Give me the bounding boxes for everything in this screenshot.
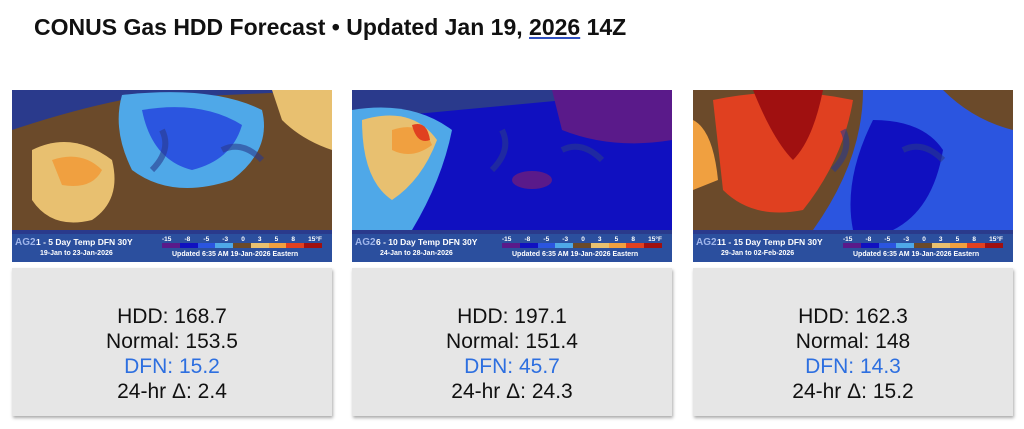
legend-tick: 0: [922, 236, 926, 243]
legend-tick: 15°F: [308, 236, 322, 243]
hdd-summary-box: HDD: 168.7 Normal: 153.5 DFN: 15.2 24-hr…: [12, 268, 332, 416]
legend-swatch: [949, 243, 968, 248]
legend-swatch: [215, 243, 234, 248]
hdd-summary-box: HDD: 197.1 Normal: 151.4 DFN: 45.7 24-hr…: [352, 268, 672, 416]
legend-tick: 3: [257, 236, 262, 243]
legend-swatch: [197, 243, 216, 248]
legend-swatch: [162, 243, 180, 248]
forecast-panel: AG2 1 - 5 Day Temp DFN 30Y 19-Jan to 23-…: [12, 90, 332, 416]
map-caption: AG2 6 - 10 Day Temp DFN 30Y 24-Jan to 28…: [352, 234, 672, 262]
color-legend: -15 -8 -5 -3 0 3 5 8 15°F: [502, 236, 663, 248]
legend-tick: -15: [843, 236, 853, 243]
legend-swatch: [608, 243, 627, 248]
legend-swatch: [843, 243, 861, 248]
legend-swatch: [519, 243, 538, 248]
legend-swatch: [286, 243, 305, 248]
dfn-value: DFN: 45.7: [464, 355, 560, 378]
hdd-value: HDD: 197.1: [457, 305, 567, 328]
legend-swatch: [878, 243, 897, 248]
color-legend: -15 -8 -5 -3 0 3 5 8 15°F: [162, 236, 323, 248]
map-dates: 19-Jan to 23-Jan-2026: [40, 250, 113, 257]
legend-tick: 15°F: [989, 236, 1003, 243]
map-graphic: [352, 90, 672, 230]
temperature-dfn-map: AG2 11 - 15 Day Temp DFN 30Y 29-Jan to 0…: [693, 90, 1013, 262]
map-dates: 29-Jan to 02-Feb-2026: [721, 250, 795, 257]
map-updated: Updated 6:35 AM 19-Jan-2026 Eastern: [172, 251, 299, 258]
legend-tick: -5: [884, 236, 891, 243]
delta-value: 24-hr Δ: 15.2: [792, 380, 914, 403]
legend-swatch: [590, 243, 609, 248]
legend-tick: 0: [241, 236, 245, 243]
legend-swatch: [985, 243, 1004, 248]
legend-swatch: [914, 243, 932, 248]
legend-swatch: [573, 243, 591, 248]
legend-tick: 8: [631, 236, 636, 243]
legend-swatch: [502, 243, 520, 248]
map-dates: 24-Jan to 28-Jan-2026: [380, 250, 453, 257]
map-graphic: [693, 90, 1013, 230]
legend-swatch: [555, 243, 574, 248]
legend-tick: -3: [222, 236, 229, 243]
legend-tick: -15: [162, 236, 172, 243]
legend-swatch: [537, 243, 556, 248]
dfn-value: DFN: 14.3: [805, 355, 901, 378]
legend-tick: -5: [543, 236, 550, 243]
color-legend: -15 -8 -5 -3 0 3 5 8 15°F: [843, 236, 1004, 248]
ag2-logo: AG2: [355, 237, 376, 248]
map-graphic: [12, 90, 332, 230]
legend-swatch: [896, 243, 915, 248]
dfn-value: DFN: 15.2: [124, 355, 220, 378]
legend-swatch: [304, 243, 323, 248]
legend-tick: 0: [581, 236, 585, 243]
legend-tick: 15°F: [648, 236, 662, 243]
legend-swatch: [233, 243, 251, 248]
map-caption: AG2 1 - 5 Day Temp DFN 30Y 19-Jan to 23-…: [12, 234, 332, 262]
delta-value: 24-hr Δ: 2.4: [117, 380, 227, 403]
hdd-value: HDD: 162.3: [798, 305, 908, 328]
legend-swatch: [860, 243, 879, 248]
legend-tick: 3: [597, 236, 602, 243]
temperature-dfn-map: AG2 1 - 5 Day Temp DFN 30Y 19-Jan to 23-…: [12, 90, 332, 262]
legend-swatch: [250, 243, 269, 248]
legend-tick: 3: [938, 236, 943, 243]
legend-swatch: [268, 243, 287, 248]
legend-swatch: [967, 243, 986, 248]
temperature-dfn-map: AG2 6 - 10 Day Temp DFN 30Y 24-Jan to 28…: [352, 90, 672, 262]
normal-value: Normal: 151.4: [446, 330, 578, 353]
legend-tick: -15: [502, 236, 512, 243]
delta-value: 24-hr Δ: 24.3: [451, 380, 573, 403]
legend-tick: -8: [524, 236, 531, 243]
legend-tick: 5: [614, 236, 619, 243]
legend-tick: 5: [274, 236, 279, 243]
normal-value: Normal: 153.5: [106, 330, 238, 353]
map-title: 11 - 15 Day Temp DFN 30Y: [717, 237, 823, 247]
legend-swatch: [644, 243, 663, 248]
legend-tick: -3: [562, 236, 569, 243]
map-title: 1 - 5 Day Temp DFN 30Y: [36, 237, 133, 247]
normal-value: Normal: 148: [795, 330, 911, 353]
legend-tick: 5: [955, 236, 960, 243]
map-caption: AG2 11 - 15 Day Temp DFN 30Y 29-Jan to 0…: [693, 234, 1013, 262]
legend-tick: -3: [903, 236, 910, 243]
ag2-logo: AG2: [15, 237, 36, 248]
page-title: CONUS Gas HDD Forecast • Updated Jan 19,…: [34, 14, 627, 40]
forecast-panel: AG2 6 - 10 Day Temp DFN 30Y 24-Jan to 28…: [352, 90, 672, 416]
legend-tick: 8: [972, 236, 977, 243]
legend-tick: 8: [291, 236, 296, 243]
map-updated: Updated 6:35 AM 19-Jan-2026 Eastern: [512, 251, 639, 258]
hdd-value: HDD: 168.7: [117, 305, 227, 328]
map-title: 6 - 10 Day Temp DFN 30Y: [376, 237, 478, 247]
forecast-panel: AG2 11 - 15 Day Temp DFN 30Y 29-Jan to 0…: [693, 90, 1013, 416]
legend-swatch: [179, 243, 198, 248]
legend-tick: -8: [184, 236, 191, 243]
hdd-summary-box: HDD: 162.3 Normal: 148 DFN: 14.3 24-hr Δ…: [693, 268, 1013, 416]
ag2-logo: AG2: [696, 237, 717, 248]
legend-tick: -8: [865, 236, 872, 243]
legend-swatch: [626, 243, 645, 248]
legend-tick: -5: [203, 236, 210, 243]
map-updated: Updated 6:35 AM 19-Jan-2026 Eastern: [853, 251, 980, 258]
legend-swatch: [931, 243, 950, 248]
